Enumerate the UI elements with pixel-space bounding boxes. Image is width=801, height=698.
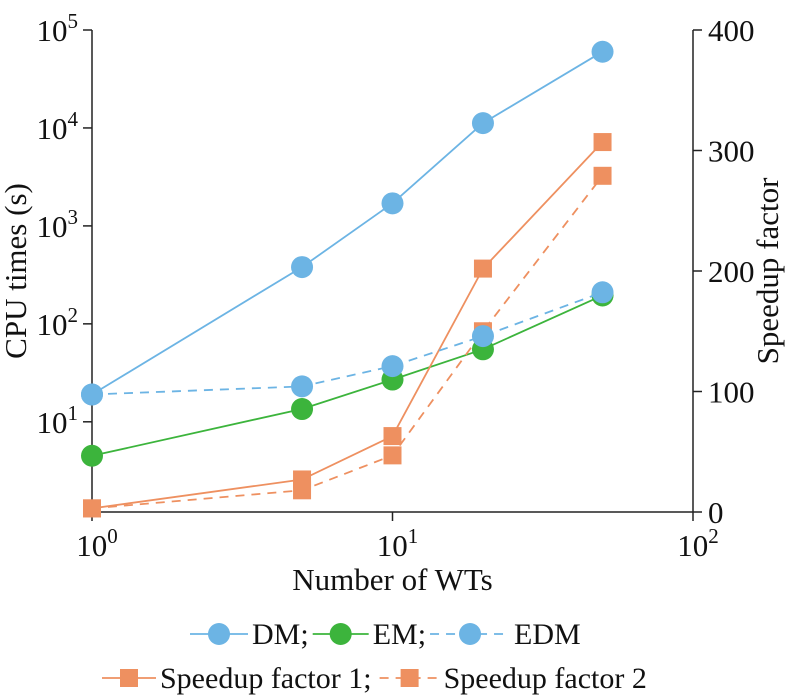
y-left-tick-label-2: 103 xyxy=(37,205,79,244)
point-edm-3 xyxy=(471,325,494,348)
y-right-tick-label-2: 200 xyxy=(708,254,755,289)
x-tick-label-2: 102 xyxy=(677,524,719,563)
legend-item-edm: EDM xyxy=(430,618,581,651)
x-tick-label-0: 100 xyxy=(76,524,118,563)
series-speedup-factor-1 xyxy=(83,133,612,518)
series-line-speedup-factor-1 xyxy=(91,141,604,510)
point-dm-3 xyxy=(471,112,494,135)
legend-marker-dm xyxy=(208,623,230,645)
y-right-tick-label-0: 0 xyxy=(708,495,724,530)
point-dm-2 xyxy=(381,192,404,215)
series-dm xyxy=(81,40,614,406)
point-speedup-factor-1-3 xyxy=(473,259,492,278)
legend-marker-speedup-factor-2 xyxy=(400,669,419,687)
series-line-edm xyxy=(91,291,603,396)
point-speedup-factor-1-2 xyxy=(383,427,402,446)
series-layer xyxy=(81,40,614,518)
legend-label-dm: DM; xyxy=(252,618,309,651)
y-right-tick-label-1: 100 xyxy=(708,375,755,410)
y-left-tick-label-4: 105 xyxy=(37,9,79,48)
series-edm xyxy=(81,281,614,406)
y-right-tick-label-4: 400 xyxy=(708,13,755,48)
y-left-axis-title: CPU times (s) xyxy=(0,183,33,359)
x-axis-title: Number of WTs xyxy=(292,562,492,597)
legend: DM; EM; EDM Speedup factor 1; Speedup factor… xyxy=(102,618,647,695)
y-left-tick-label-1: 102 xyxy=(37,303,79,342)
legend-item-dm: DM; xyxy=(190,618,309,651)
point-speedup-factor-2-4 xyxy=(593,166,612,185)
point-speedup-factor-2-2 xyxy=(383,446,402,465)
point-edm-1 xyxy=(291,375,314,398)
axes: 100 101 102 101 102 103 104 105 0 100 200 300 400 xyxy=(37,9,755,563)
point-em-0 xyxy=(81,444,103,467)
y-right-axis-title: Speedup factor xyxy=(750,177,785,364)
point-edm-4 xyxy=(591,281,614,304)
legend-item-speedup-factor-1: Speedup factor 1; xyxy=(102,662,372,695)
x-tick-label-1: 101 xyxy=(377,524,419,563)
point-edm-2 xyxy=(381,355,404,378)
y-left-tick-label-0: 101 xyxy=(37,401,79,440)
legend-item-speedup-factor-2: Speedup factor 2 xyxy=(379,662,647,695)
series-speedup-factor-2 xyxy=(83,166,612,518)
point-dm-4 xyxy=(591,40,614,63)
legend-item-em: EM; xyxy=(312,618,426,651)
legend-marker-edm xyxy=(459,623,482,645)
point-dm-0 xyxy=(81,383,103,406)
point-speedup-factor-1-0 xyxy=(83,499,101,518)
legend-label-edm: EDM xyxy=(514,618,581,651)
y-right-tick-label-3: 300 xyxy=(708,134,755,169)
y-left-tick-label-3: 104 xyxy=(37,107,79,146)
point-em-1 xyxy=(291,398,314,421)
legend-label-em: EM; xyxy=(373,618,426,651)
legend-label-speedup-factor-2: Speedup factor 2 xyxy=(444,662,647,695)
legend-label-speedup-factor-1: Speedup factor 1; xyxy=(160,662,372,695)
point-speedup-factor-1-4 xyxy=(593,133,612,152)
point-dm-1 xyxy=(291,256,314,279)
legend-marker-speedup-factor-1 xyxy=(120,669,138,687)
legend-marker-em xyxy=(329,623,352,645)
point-speedup-factor-1-1 xyxy=(293,470,312,489)
